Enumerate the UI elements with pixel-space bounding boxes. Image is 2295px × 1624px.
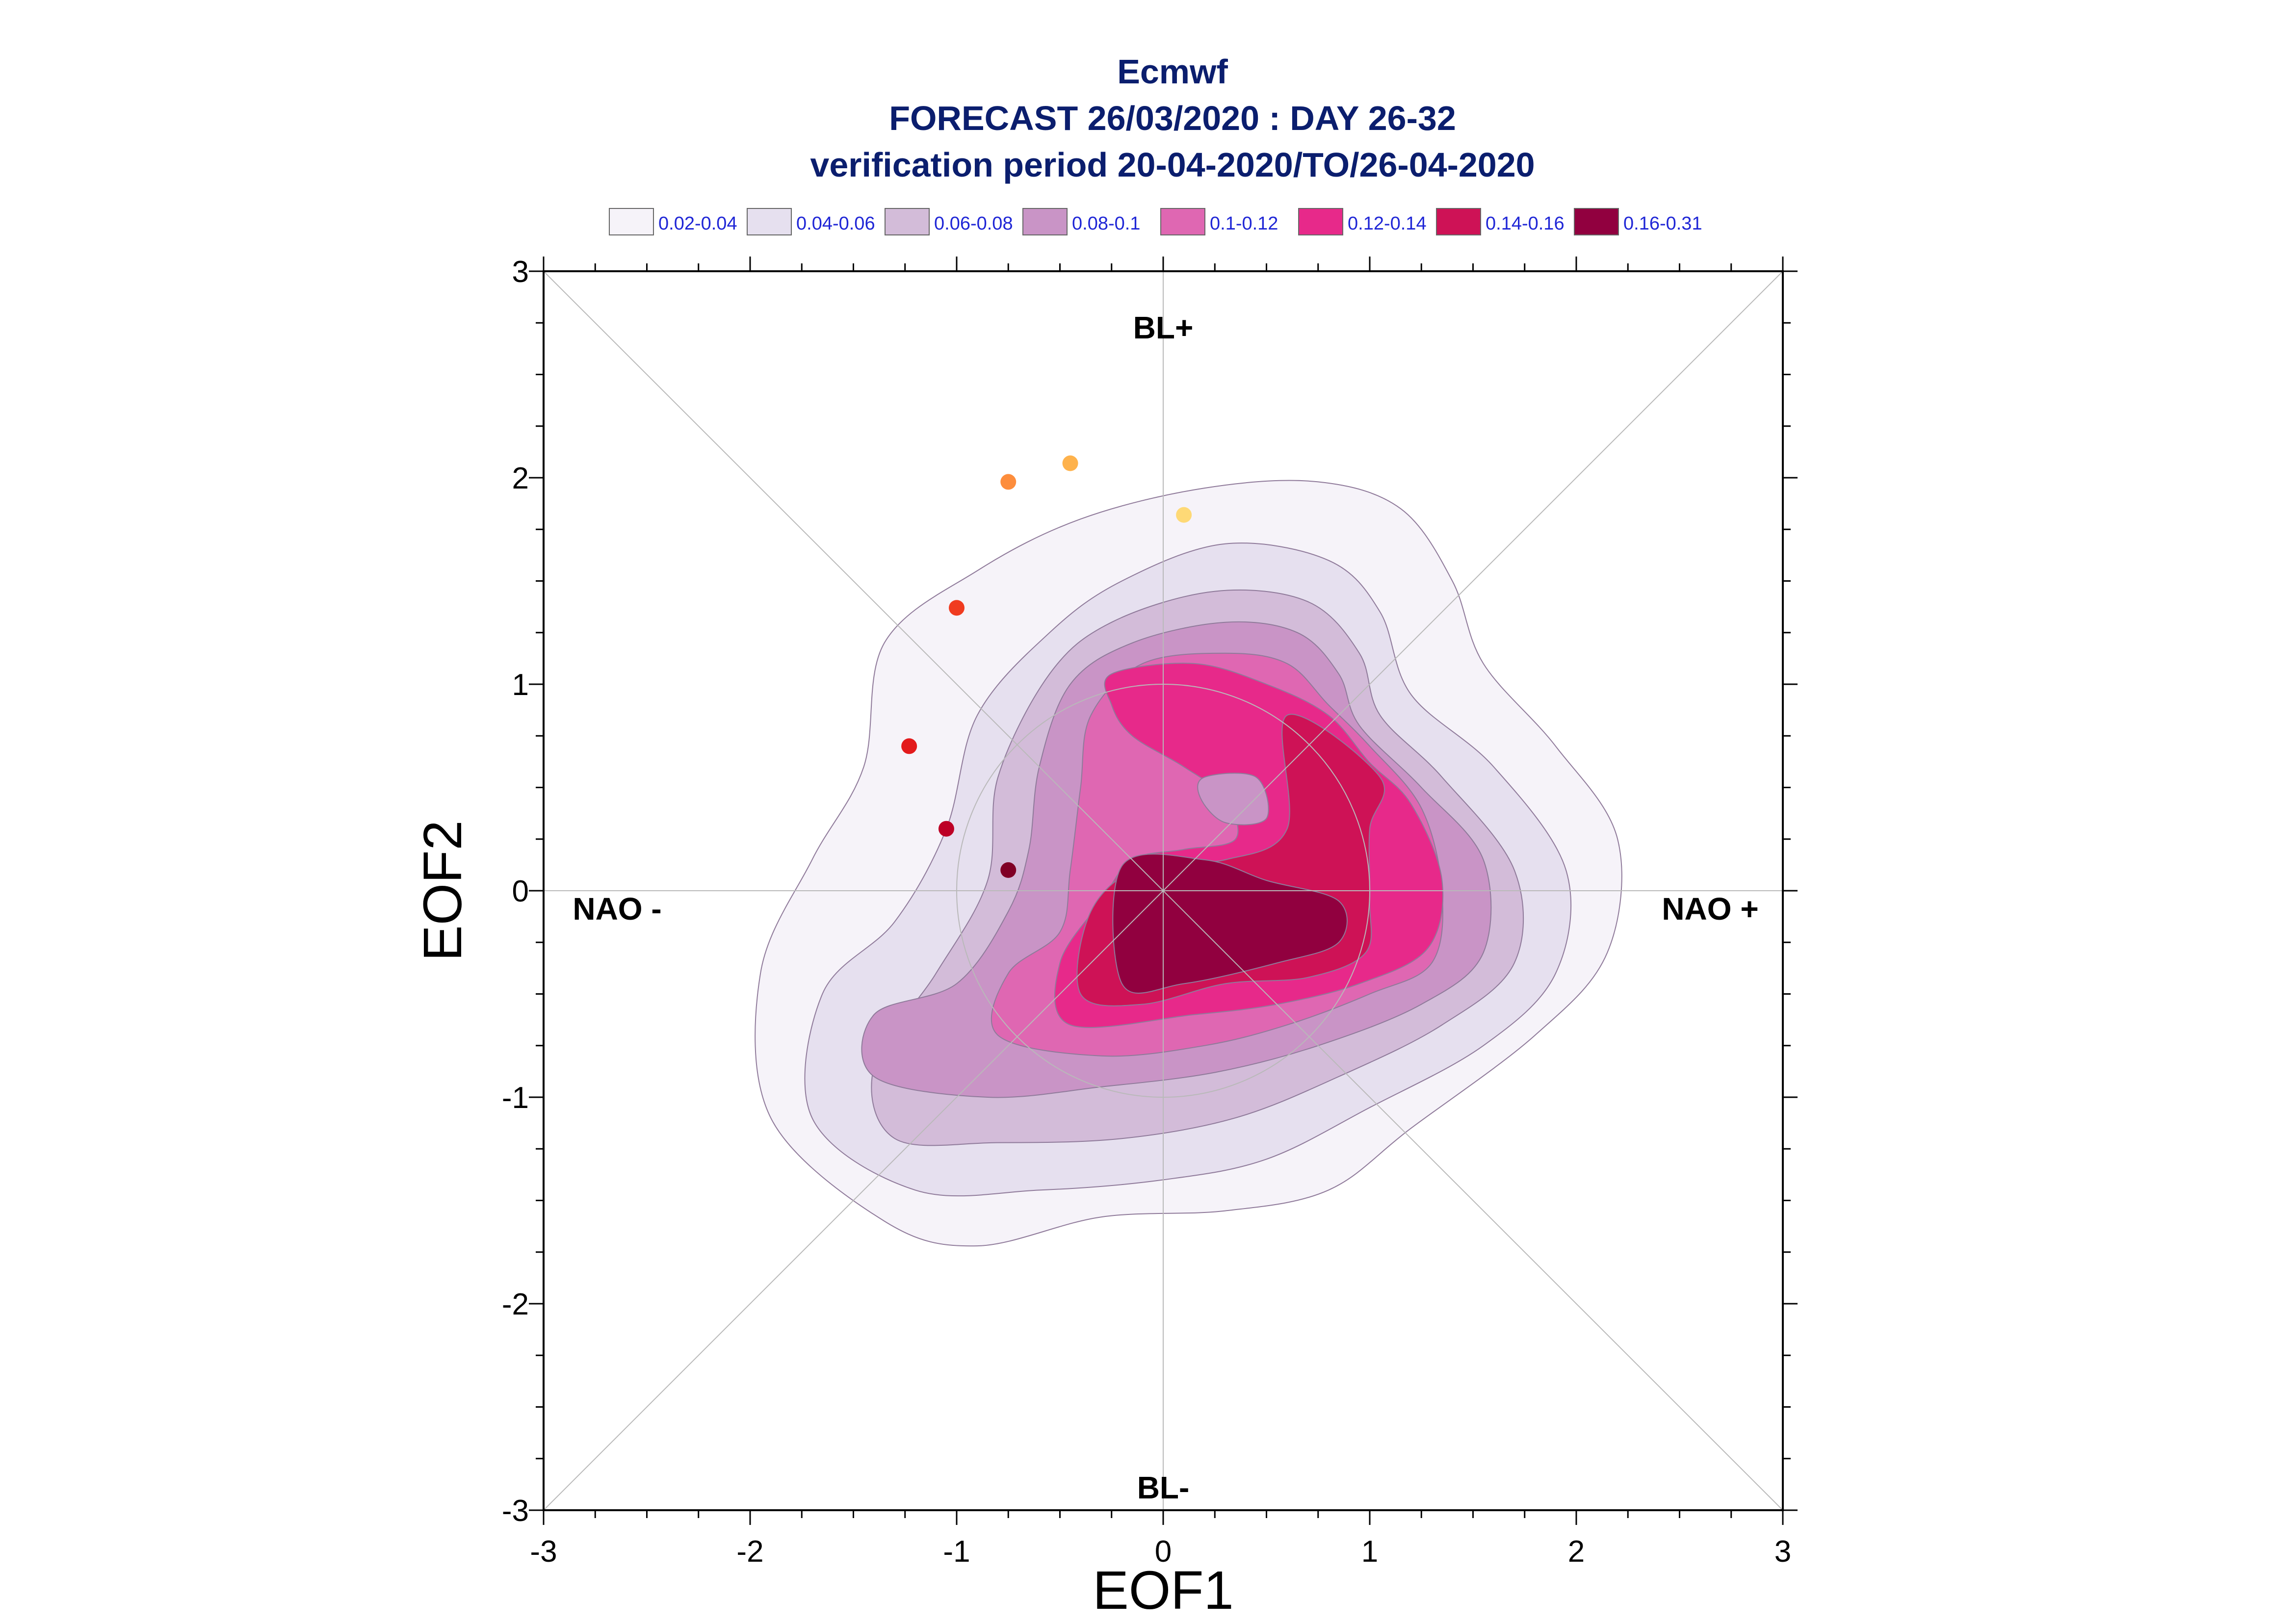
x-tick-label: 2: [1568, 1535, 1585, 1569]
legend-label: 0.16-0.31: [1623, 213, 1702, 234]
chart-title-line-2: FORECAST 26/03/2020 : DAY 26-32: [889, 99, 1456, 137]
y-tick-label: 1: [512, 668, 529, 702]
unit-circle: [956, 684, 1370, 1098]
legend-swatch: [1022, 208, 1068, 235]
y-tick-label: 3: [512, 255, 529, 289]
axis-ticks: -3 -2 -1 0 1 2 3 -3 -2 -1 0 1 2 3: [502, 255, 1798, 1569]
chart-title-line-1: Ecmwf: [1117, 52, 1228, 91]
forecast-points: [901, 455, 1192, 878]
forecast-point: [938, 821, 954, 837]
x-axis-title: EOF1: [1093, 1560, 1233, 1621]
y-tick-label: -3: [502, 1494, 529, 1528]
legend-swatch: [885, 208, 930, 235]
legend-label: 0.12-0.14: [1348, 213, 1427, 234]
x-tick-label: -2: [736, 1535, 763, 1569]
chart-title-line-3: verification period 20-04-2020/TO/26-04-…: [810, 146, 1535, 184]
legend-swatch: [747, 208, 792, 235]
legend-label: 0.08-0.1: [1072, 213, 1140, 234]
legend-swatch: [609, 208, 654, 235]
x-tick-label: 0: [1155, 1535, 1172, 1569]
y-tick-label: 0: [512, 875, 529, 908]
x-tick-label: -3: [530, 1535, 557, 1569]
y-tick-label: 2: [512, 462, 529, 495]
regime-label-top: BL+: [1133, 310, 1194, 345]
x-tick-label: 3: [1774, 1535, 1791, 1569]
forecast-point: [1000, 474, 1017, 490]
density-contours: [755, 480, 1622, 1247]
guide-lines: [544, 271, 1783, 1510]
forecast-point: [1062, 455, 1078, 471]
regime-label-bottom: BL-: [1137, 1470, 1190, 1505]
legend: 0.02-0.04 0.04-0.06 0.06-0.08 0.08-0.1 0.1-0…: [609, 208, 1702, 235]
legend-swatch: [1436, 208, 1481, 235]
legend-swatch: [1160, 208, 1205, 235]
regime-label-right: NAO +: [1662, 891, 1758, 927]
legend-label: 0.04-0.06: [796, 213, 875, 234]
legend-label: 0.1-0.12: [1210, 213, 1278, 234]
legend-label: 0.02-0.04: [658, 213, 737, 234]
legend-label: 0.06-0.08: [934, 213, 1013, 234]
density-contour-hole: [1197, 773, 1269, 825]
legend-label: 0.14-0.16: [1486, 213, 1565, 234]
diagonal-line: [544, 271, 1783, 1510]
x-tick-label: 1: [1361, 1535, 1378, 1569]
regime-label-left: NAO -: [573, 891, 661, 927]
y-tick-label: -2: [502, 1288, 529, 1321]
density-contour: [1112, 853, 1348, 994]
forecast-point: [1176, 507, 1192, 523]
forecast-point: [901, 738, 917, 754]
legend-swatch: [1574, 208, 1619, 235]
y-axis-title: EOF2: [413, 820, 473, 961]
plot-area: [544, 271, 1783, 1510]
forecast-point: [949, 600, 965, 616]
x-tick-label: -1: [943, 1535, 970, 1569]
forecast-point: [1000, 862, 1017, 878]
legend-swatch: [1298, 208, 1343, 235]
y-tick-label: -1: [502, 1081, 529, 1115]
